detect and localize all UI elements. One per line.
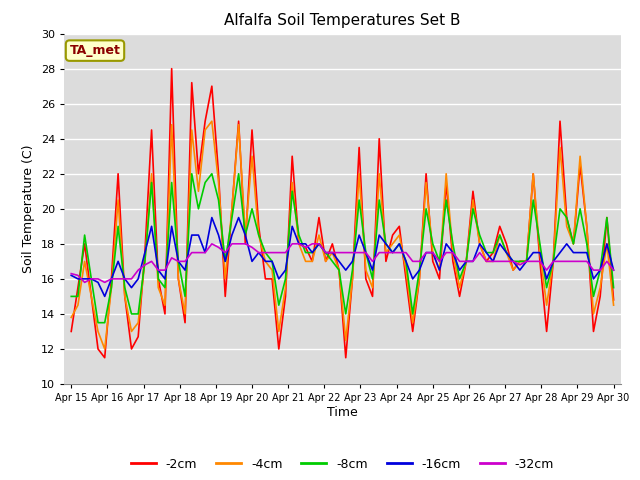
- -16cm: [101, 293, 109, 300]
- -16cm: [228, 232, 236, 238]
- -32cm: [610, 267, 618, 273]
- -2cm: [208, 84, 216, 89]
- -16cm: [335, 258, 343, 264]
- -8cm: [188, 171, 196, 177]
- -8cm: [610, 285, 618, 290]
- -8cm: [94, 320, 102, 325]
- -8cm: [235, 171, 243, 177]
- -32cm: [235, 241, 243, 247]
- -4cm: [101, 346, 109, 352]
- Title: Alfalfa Soil Temperatures Set B: Alfalfa Soil Temperatures Set B: [224, 13, 461, 28]
- -16cm: [516, 267, 524, 273]
- Y-axis label: Soil Temperature (C): Soil Temperature (C): [22, 144, 35, 273]
- -16cm: [235, 215, 243, 220]
- -16cm: [202, 250, 209, 255]
- -8cm: [228, 215, 236, 220]
- -8cm: [502, 250, 510, 255]
- -32cm: [202, 250, 209, 255]
- Line: -32cm: -32cm: [71, 244, 614, 282]
- -8cm: [516, 258, 524, 264]
- -2cm: [101, 355, 109, 360]
- -16cm: [208, 215, 216, 220]
- -32cm: [81, 279, 88, 285]
- -32cm: [335, 250, 343, 255]
- -8cm: [67, 293, 75, 300]
- -2cm: [610, 297, 618, 303]
- -2cm: [235, 118, 243, 124]
- -2cm: [335, 267, 343, 273]
- -2cm: [168, 66, 175, 72]
- -16cm: [67, 273, 75, 278]
- -4cm: [208, 118, 216, 124]
- -32cm: [228, 241, 236, 247]
- -16cm: [610, 267, 618, 273]
- Line: -2cm: -2cm: [71, 69, 614, 358]
- -4cm: [335, 267, 343, 273]
- Text: TA_met: TA_met: [70, 44, 120, 57]
- -2cm: [67, 328, 75, 334]
- X-axis label: Time: Time: [327, 406, 358, 419]
- Line: -8cm: -8cm: [71, 174, 614, 323]
- -4cm: [228, 206, 236, 212]
- -16cm: [502, 250, 510, 255]
- -4cm: [202, 127, 209, 133]
- -32cm: [502, 258, 510, 264]
- Line: -16cm: -16cm: [71, 217, 614, 296]
- -2cm: [502, 241, 510, 247]
- -4cm: [235, 122, 243, 128]
- Line: -4cm: -4cm: [71, 121, 614, 349]
- -4cm: [610, 302, 618, 308]
- -32cm: [208, 241, 216, 247]
- -32cm: [67, 271, 75, 276]
- -8cm: [208, 171, 216, 177]
- -2cm: [516, 258, 524, 264]
- -32cm: [516, 262, 524, 268]
- -4cm: [502, 250, 510, 255]
- -2cm: [228, 206, 236, 212]
- -8cm: [335, 267, 343, 273]
- -4cm: [67, 314, 75, 320]
- -4cm: [516, 258, 524, 264]
- Legend: -2cm, -4cm, -8cm, -16cm, -32cm: -2cm, -4cm, -8cm, -16cm, -32cm: [125, 453, 559, 476]
